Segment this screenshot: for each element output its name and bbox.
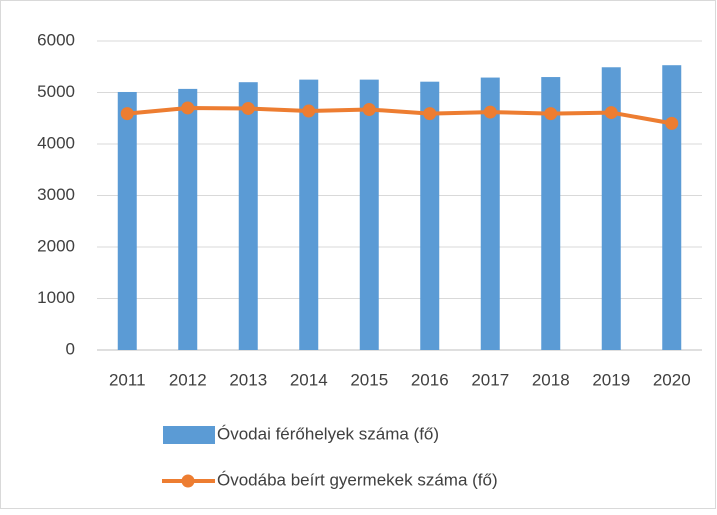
y-tick-label: 6000	[37, 30, 75, 49]
y-tick-label: 4000	[37, 133, 75, 152]
line-marker	[604, 106, 618, 120]
x-tick-label: 2016	[411, 370, 449, 389]
line-marker	[544, 107, 558, 121]
line-marker	[181, 101, 195, 115]
bar	[238, 82, 258, 350]
x-tick-label: 2020	[653, 370, 691, 389]
x-tick-label: 2012	[169, 370, 207, 389]
legend-swatch	[163, 426, 215, 444]
line-marker	[665, 116, 679, 130]
x-tick-label: 2018	[532, 370, 570, 389]
legend-label: Óvodába beírt gyermekek száma (fő)	[217, 470, 498, 489]
bar	[662, 65, 682, 350]
line-marker	[362, 102, 376, 116]
y-tick-label: 2000	[37, 236, 75, 255]
bar	[601, 67, 621, 350]
x-tick-label: 2013	[229, 370, 267, 389]
line-marker	[120, 107, 134, 121]
x-tick-label: 2017	[471, 370, 509, 389]
line-marker	[483, 105, 497, 119]
bar	[480, 77, 500, 350]
bar	[359, 79, 379, 350]
bar	[299, 79, 319, 350]
bar	[117, 91, 137, 351]
x-tick-label: 2011	[109, 370, 146, 389]
legend-swatch-marker	[181, 474, 195, 488]
line-marker	[423, 107, 437, 121]
line	[127, 105, 673, 126]
legend-label: Óvodai férőhelyek száma (fő)	[217, 424, 439, 443]
x-tick-label: 2015	[350, 370, 388, 389]
bar	[420, 81, 440, 350]
bar	[541, 77, 561, 351]
y-tick-label: 0	[66, 339, 75, 358]
x-tick-label: 2014	[290, 370, 328, 389]
y-tick-label: 5000	[37, 82, 75, 101]
line-marker	[241, 101, 255, 115]
x-tick-label: 2019	[592, 370, 630, 389]
y-tick-label: 1000	[37, 288, 75, 307]
y-tick-label: 3000	[37, 185, 75, 204]
line-marker	[302, 104, 316, 118]
bar	[178, 88, 198, 351]
